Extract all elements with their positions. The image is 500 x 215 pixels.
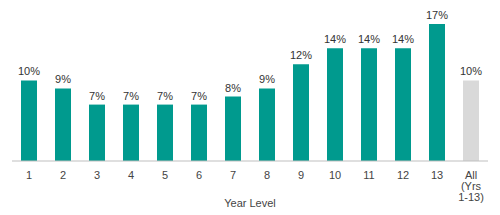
- svg-text:14%: 14%: [324, 33, 346, 45]
- svg-text:11: 11: [363, 169, 374, 181]
- svg-text:8%: 8%: [225, 82, 241, 94]
- svg-text:Year Level: Year Level: [224, 197, 276, 207]
- svg-text:12: 12: [397, 169, 409, 181]
- svg-text:7%: 7%: [123, 90, 139, 102]
- svg-text:14%: 14%: [358, 33, 380, 45]
- svg-text:12%: 12%: [290, 49, 312, 61]
- svg-text:All(Yrs1-13): All(Yrs1-13): [458, 169, 484, 203]
- svg-text:8: 8: [264, 169, 270, 181]
- svg-text:9%: 9%: [55, 73, 71, 85]
- svg-text:2: 2: [60, 169, 66, 181]
- svg-text:13: 13: [431, 169, 443, 181]
- svg-text:10%: 10%: [460, 65, 482, 77]
- svg-text:10: 10: [329, 169, 341, 181]
- svg-text:7%: 7%: [191, 90, 207, 102]
- svg-text:7: 7: [230, 169, 236, 181]
- svg-text:10%: 10%: [18, 65, 40, 77]
- svg-text:7%: 7%: [157, 90, 173, 102]
- svg-text:5: 5: [162, 169, 168, 181]
- svg-text:14%: 14%: [392, 33, 414, 45]
- svg-text:9: 9: [298, 169, 304, 181]
- svg-text:4: 4: [128, 169, 134, 181]
- svg-text:3: 3: [94, 169, 100, 181]
- svg-text:17%: 17%: [426, 9, 448, 21]
- svg-text:7%: 7%: [89, 90, 105, 102]
- svg-text:9%: 9%: [259, 73, 275, 85]
- svg-text:6: 6: [196, 169, 202, 181]
- svg-text:1: 1: [26, 169, 32, 181]
